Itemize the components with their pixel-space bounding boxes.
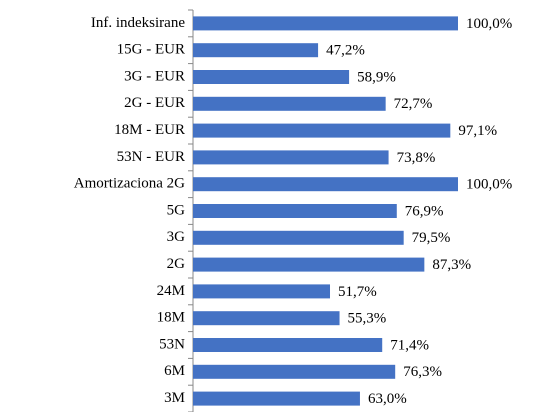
category-label: 3M (164, 390, 185, 406)
bar (193, 391, 360, 406)
category-label: 3G - EUR (124, 68, 185, 84)
category-label: 53N - EUR (117, 149, 185, 165)
bar (193, 230, 404, 245)
bar (193, 311, 340, 326)
value-label: 97,1% (458, 123, 497, 139)
bar (193, 16, 458, 31)
category-label: 15G - EUR (117, 42, 185, 58)
category-label: 18M (157, 310, 185, 326)
value-label: 76,9% (405, 203, 444, 219)
bar (193, 150, 389, 165)
category-label: 18M - EUR (114, 122, 185, 138)
value-label: 87,3% (432, 257, 471, 273)
value-label: 55,3% (348, 311, 387, 327)
value-label: 58,9% (357, 69, 396, 85)
bar (193, 123, 451, 138)
value-label: 76,3% (403, 364, 442, 380)
value-label: 71,4% (390, 337, 429, 353)
bar (193, 257, 425, 272)
bar (193, 204, 397, 218)
value-label: 63,0% (368, 391, 407, 407)
category-label: 2G (167, 256, 186, 272)
category-label: Amortizaciona 2G (74, 176, 185, 192)
bar (193, 177, 458, 192)
bar (193, 43, 319, 58)
value-label: 100,0% (466, 177, 512, 193)
category-label: 3G (167, 229, 186, 245)
value-label: 72,7% (394, 96, 433, 112)
category-label: Inf. indeksirane (91, 15, 185, 31)
value-label: 73,8% (397, 150, 436, 166)
value-label: 51,7% (338, 284, 377, 300)
bar (193, 70, 350, 84)
category-label: 5G (167, 202, 186, 218)
category-label: 2G - EUR (124, 95, 185, 111)
value-label: 47,2% (326, 43, 365, 59)
category-label: 24M (157, 283, 185, 299)
value-label: 100,0% (466, 16, 512, 32)
bar (193, 338, 383, 352)
bar (193, 284, 331, 299)
category-label: 53N (159, 336, 185, 352)
bar (193, 96, 386, 111)
bar (193, 364, 396, 379)
category-label: 6M (164, 363, 185, 379)
value-label: 79,5% (412, 230, 451, 246)
